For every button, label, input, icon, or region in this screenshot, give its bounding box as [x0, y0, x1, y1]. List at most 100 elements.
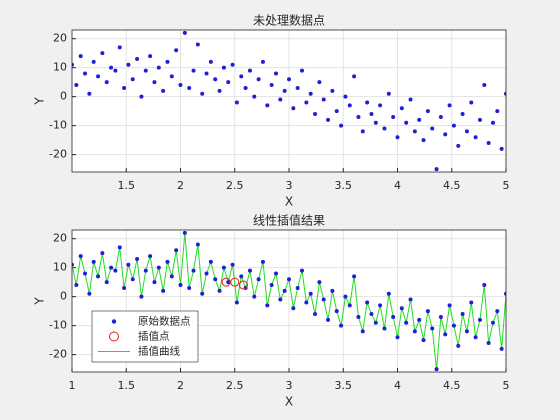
interp-point — [221, 277, 231, 287]
data-point — [152, 80, 157, 85]
data-point — [217, 288, 222, 293]
data-point — [204, 271, 209, 276]
data-point — [456, 343, 461, 348]
data-point — [404, 320, 409, 325]
data-point — [334, 309, 339, 314]
plot-marks — [72, 30, 506, 172]
axes-box — [71, 29, 507, 173]
x-tick-label: 3.5 — [335, 379, 353, 392]
data-point — [273, 71, 278, 76]
data-point — [464, 129, 469, 134]
data-point — [291, 306, 296, 311]
data-point — [165, 259, 170, 264]
data-point — [477, 117, 482, 122]
data-point — [148, 254, 153, 259]
data-point — [313, 112, 318, 117]
data-point — [256, 77, 261, 82]
data-point — [148, 54, 153, 59]
data-point — [169, 274, 174, 279]
data-point — [395, 135, 400, 140]
data-point — [178, 83, 183, 88]
data-point — [278, 97, 283, 102]
y-tick-label: 0 — [60, 90, 67, 103]
data-point — [230, 62, 235, 67]
data-point — [252, 294, 257, 299]
data-point — [313, 312, 318, 317]
data-point — [486, 341, 491, 346]
interp-point — [230, 277, 240, 287]
data-point — [96, 274, 101, 279]
data-point — [287, 277, 291, 282]
data-point — [495, 109, 500, 114]
data-point — [282, 288, 287, 293]
data-point — [408, 297, 413, 302]
data-point — [269, 83, 274, 88]
data-point — [412, 129, 417, 134]
data-point — [451, 123, 456, 128]
data-point — [234, 300, 239, 305]
data-point — [330, 88, 335, 93]
data-point — [217, 88, 222, 93]
x-axis-label: X — [285, 195, 293, 209]
data-point — [334, 109, 339, 114]
data-point — [213, 77, 218, 82]
data-point — [369, 312, 374, 317]
data-point — [187, 285, 192, 290]
data-point — [204, 71, 209, 76]
plot-marks — [72, 230, 506, 372]
x-tick-label: 2.5 — [226, 379, 244, 392]
data-point — [412, 329, 417, 334]
data-point — [469, 100, 474, 105]
data-point — [352, 274, 357, 279]
data-point — [243, 85, 248, 90]
data-point — [360, 129, 365, 134]
data-point — [352, 74, 357, 79]
data-point — [386, 91, 391, 96]
data-point — [430, 326, 435, 331]
data-point — [347, 103, 352, 108]
data-point — [295, 285, 300, 290]
data-point — [174, 48, 179, 53]
y-tick-label: -20 — [49, 348, 67, 361]
data-point — [234, 100, 239, 105]
data-point — [326, 317, 331, 322]
data-point — [282, 88, 287, 93]
axes-box — [71, 229, 507, 373]
data-point — [386, 291, 391, 296]
data-point — [443, 132, 448, 137]
data-point — [434, 167, 439, 172]
data-point — [139, 94, 144, 99]
data-point — [300, 268, 305, 273]
data-point — [265, 303, 270, 308]
y-tick-label: 10 — [53, 261, 67, 274]
x-tick-label: 1 — [69, 379, 76, 392]
data-point — [83, 271, 88, 276]
data-point — [130, 77, 135, 82]
data-point — [438, 314, 443, 319]
data-point — [421, 138, 426, 143]
data-point — [260, 59, 265, 64]
data-point — [135, 256, 140, 261]
data-point — [425, 309, 430, 314]
data-point — [122, 285, 127, 290]
x-axis-label: X — [285, 395, 293, 409]
data-point — [100, 251, 105, 256]
data-point — [395, 335, 400, 340]
data-point — [451, 323, 456, 328]
legend-marker — [111, 319, 117, 324]
x-tick-label: 4.5 — [443, 379, 461, 392]
data-point — [208, 259, 213, 264]
y-tick-label: -10 — [49, 119, 67, 132]
x-tick-label: 1.5 — [118, 379, 136, 392]
data-point — [78, 254, 83, 259]
data-point — [174, 248, 179, 253]
data-point — [382, 326, 387, 331]
data-point — [74, 283, 79, 288]
data-point — [100, 51, 105, 56]
data-point — [304, 100, 309, 105]
data-point — [104, 280, 109, 285]
data-point — [404, 120, 409, 125]
data-point — [278, 297, 283, 302]
data-point — [308, 91, 313, 96]
